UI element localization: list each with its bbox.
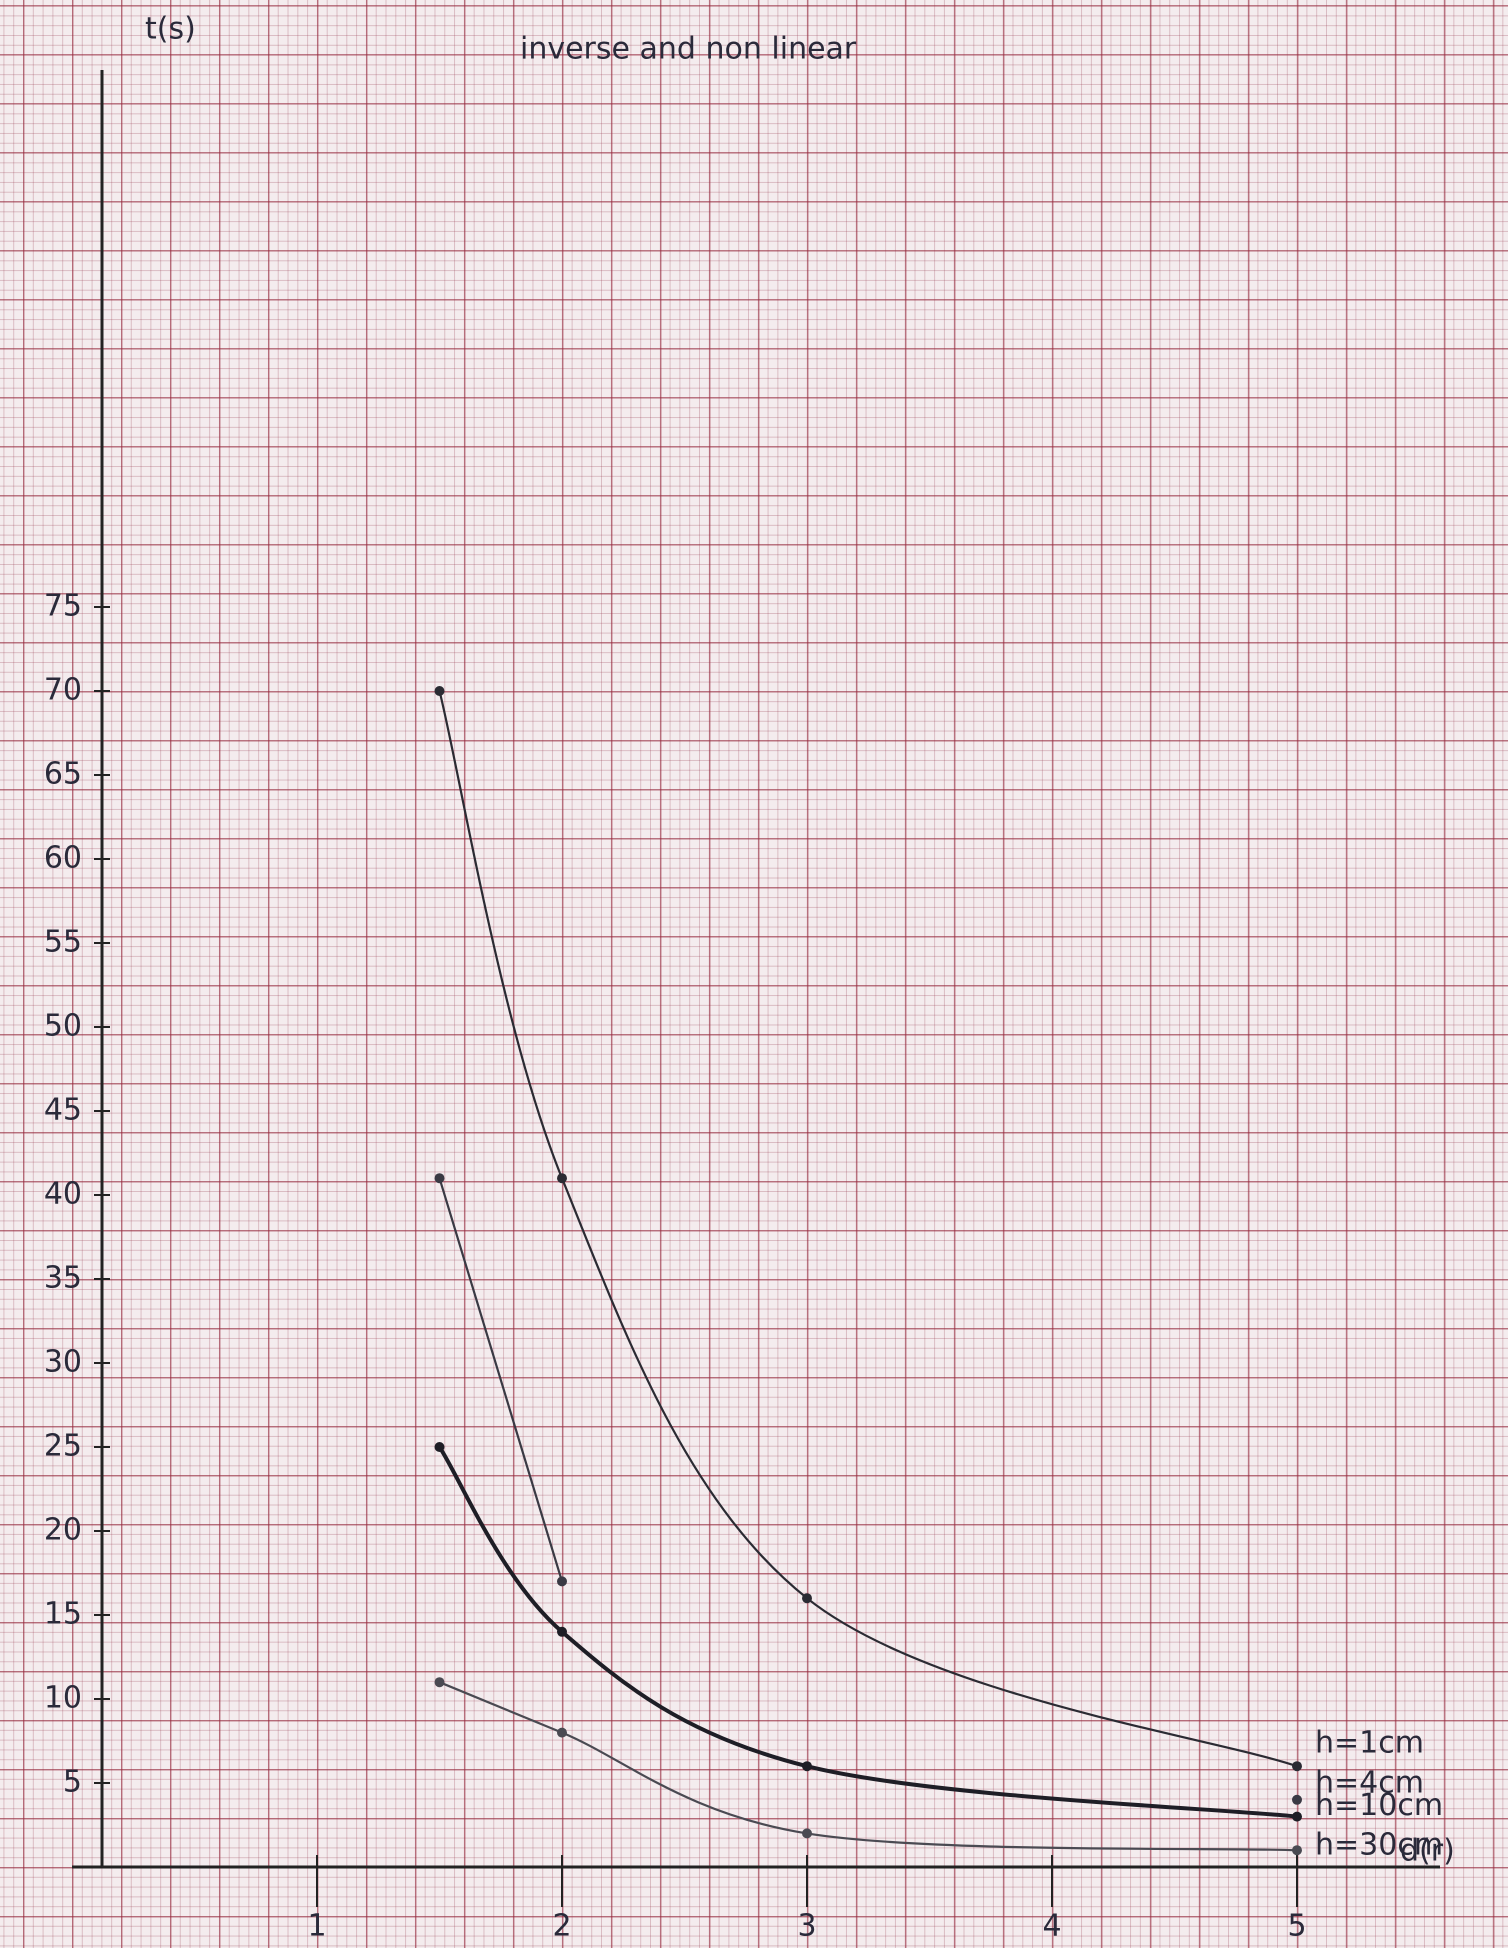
- data-point: [1292, 1812, 1302, 1822]
- y-tick-label: 5: [63, 1765, 82, 1800]
- data-point: [435, 686, 445, 696]
- x-tick-label: 3: [797, 1909, 816, 1944]
- legend-label: h=1cm: [1315, 1726, 1424, 1761]
- y-tick-label: 65: [44, 757, 82, 792]
- x-tick-label: 4: [1042, 1909, 1061, 1944]
- series-line: [440, 1682, 1298, 1850]
- x-tick-label: 1: [307, 1909, 326, 1944]
- data-point: [802, 1828, 812, 1838]
- y-tick-label: 45: [44, 1093, 82, 1128]
- legend-label: h=10cm: [1315, 1788, 1443, 1823]
- data-point: [557, 1627, 567, 1637]
- chart: inverse and non linear t(s) d(r) 5101520…: [0, 0, 1508, 1948]
- data-point: [802, 1593, 812, 1603]
- y-tick-label: 10: [44, 1681, 82, 1716]
- series-line: [440, 1447, 1298, 1817]
- y-tick-label: 70: [44, 673, 82, 708]
- data-point: [557, 1173, 567, 1183]
- page: {"chart_data": {"type": "line", "title":…: [0, 0, 1508, 1948]
- x-tick-label: 2: [552, 1909, 571, 1944]
- y-tick-label: 40: [44, 1177, 82, 1212]
- y-tick-label: 55: [44, 925, 82, 960]
- y-tick-label: 25: [44, 1429, 82, 1464]
- series-line: [440, 691, 1298, 1766]
- series-line: [440, 1178, 1298, 1800]
- data-point: [435, 1677, 445, 1687]
- chart-title: inverse and non linear: [520, 32, 857, 67]
- x-tick-label: 5: [1287, 1909, 1306, 1944]
- data-point: [557, 1576, 567, 1586]
- y-axis-label: t(s): [145, 12, 196, 47]
- y-tick-label: 35: [44, 1261, 82, 1296]
- y-tick-label: 20: [44, 1513, 82, 1548]
- data-point: [557, 1728, 567, 1738]
- legend-label: h=30cm: [1315, 1828, 1443, 1863]
- data-point: [435, 1442, 445, 1452]
- y-tick-label: 75: [44, 589, 82, 624]
- data-point: [1292, 1845, 1302, 1855]
- data-point: [435, 1173, 445, 1183]
- data-point: [1292, 1761, 1302, 1771]
- y-tick-label: 60: [44, 841, 82, 876]
- data-point: [802, 1761, 812, 1771]
- y-tick-label: 30: [44, 1345, 82, 1380]
- data-point: [1292, 1795, 1302, 1805]
- y-tick-label: 50: [44, 1009, 82, 1044]
- y-tick-label: 15: [44, 1597, 82, 1632]
